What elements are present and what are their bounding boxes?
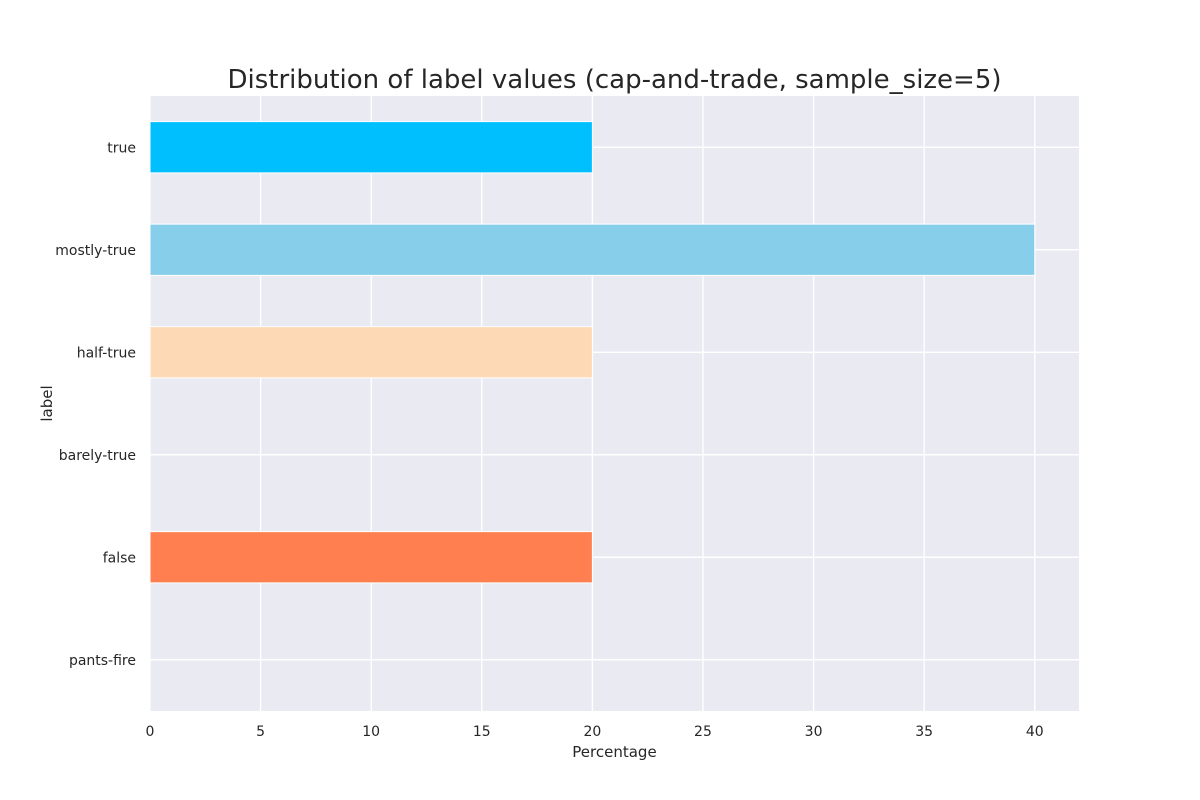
x-axis-label: Percentage [572, 743, 656, 761]
x-tick-label: 40 [1026, 724, 1044, 740]
x-tick-label: 15 [473, 724, 491, 740]
bar-mostly-true [149, 223, 1036, 276]
plot-area [150, 96, 1079, 711]
y-tick-labels: true mostly-true half-true barely-true false… [55, 140, 136, 669]
bar-true [149, 121, 593, 174]
x-tick-label: 35 [915, 724, 933, 740]
x-tick-labels: 0 5 10 15 20 25 30 35 40 [146, 724, 1044, 740]
y-tick-label: true [107, 140, 136, 156]
x-tick-label: 0 [146, 724, 155, 740]
x-tick-label: 20 [583, 724, 601, 740]
y-tick-label: mostly-true [55, 243, 136, 259]
x-tick-label: 5 [256, 724, 265, 740]
x-tick-label: 30 [805, 724, 823, 740]
y-tick-label: pants-fire [69, 653, 136, 669]
bars [149, 121, 1036, 584]
y-tick-label: false [103, 550, 136, 566]
x-tick-label: 10 [362, 724, 380, 740]
chart-title: Distribution of label values (cap-and-tr… [227, 65, 1001, 95]
x-tick-label: 25 [694, 724, 712, 740]
bar-false [149, 531, 593, 584]
y-axis-label: label [38, 385, 56, 421]
y-tick-label: half-true [77, 345, 136, 361]
bar-half-true [149, 326, 593, 379]
y-tick-label: barely-true [59, 448, 136, 464]
